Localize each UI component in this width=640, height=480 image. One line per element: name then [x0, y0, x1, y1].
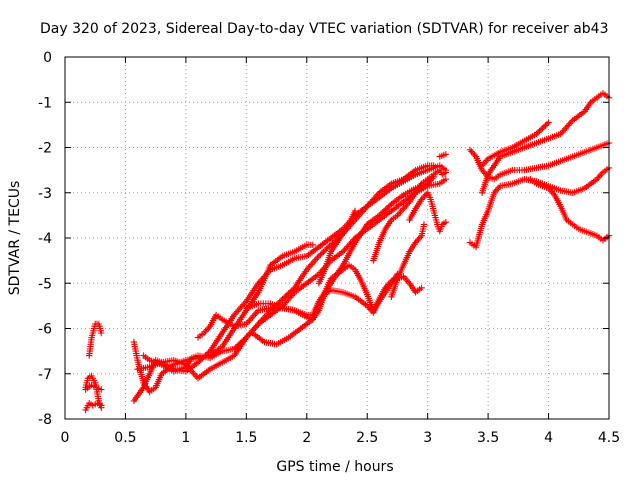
axis-ticks	[64, 56, 610, 420]
y-tick-label: -4	[38, 231, 52, 247]
y-tick-label: -8	[38, 412, 52, 428]
series-markers	[466, 139, 613, 183]
series-markers	[388, 221, 428, 300]
x-tick-label: 0.5	[114, 430, 136, 446]
series-arc-15	[406, 189, 449, 235]
series-markers	[86, 320, 105, 359]
y-axis-label: SDTVAR / TECUs	[7, 181, 23, 296]
series-markers	[527, 176, 613, 244]
y-tick-label: -2	[38, 141, 52, 157]
series-arc-14	[388, 221, 428, 300]
series-arc-3	[86, 320, 105, 359]
series-arc-2	[82, 400, 105, 414]
series-arc-21	[527, 176, 613, 244]
y-tick-label: 0	[43, 50, 52, 66]
y-tick-label: -1	[38, 95, 52, 111]
x-tick-label: 0	[61, 430, 70, 446]
series-markers	[82, 400, 105, 414]
tick-labels: 0 0.5 1 1.5 2 2.5 3 3.5 4 4.5 0 -1 -2 -3 -4 -5 -6 -7 -8	[38, 50, 620, 446]
y-tick-label: -5	[38, 276, 52, 292]
x-axis-label: GPS time / hours	[276, 459, 393, 475]
series-arc-8	[140, 176, 449, 375]
x-tick-label: 4.5	[598, 430, 620, 446]
x-tick-label: 3	[423, 430, 432, 446]
series-arc-12	[315, 207, 359, 287]
x-tick-label: 2	[302, 430, 311, 446]
x-tick-label: 2.5	[356, 430, 378, 446]
plot-area	[82, 90, 613, 414]
series-arc-19	[478, 119, 552, 169]
series-arc-11	[249, 271, 401, 348]
x-tick-label: 3.5	[477, 430, 499, 446]
series-markers	[315, 207, 359, 287]
series-markers	[436, 151, 449, 160]
series-arc-16	[436, 151, 449, 160]
chart-title: Day 320 of 2023, Sidereal Day-to-day VTE…	[40, 21, 609, 37]
x-tick-label: 4	[544, 430, 553, 446]
y-tick-label: -3	[38, 186, 52, 202]
series-arc-20	[478, 90, 613, 196]
series-markers	[82, 381, 105, 393]
series-arc-18	[466, 139, 613, 183]
x-tick-label: 1.5	[235, 430, 257, 446]
series-markers	[370, 166, 449, 264]
series-markers	[478, 119, 552, 169]
series-markers	[478, 90, 613, 196]
series-arc-13	[370, 166, 449, 264]
series-markers	[249, 271, 401, 348]
x-tick-label: 1	[181, 430, 190, 446]
y-tick-label: -6	[38, 322, 52, 338]
y-tick-label: -7	[38, 367, 52, 383]
series-markers	[406, 189, 449, 235]
series-arc-4	[82, 381, 105, 393]
